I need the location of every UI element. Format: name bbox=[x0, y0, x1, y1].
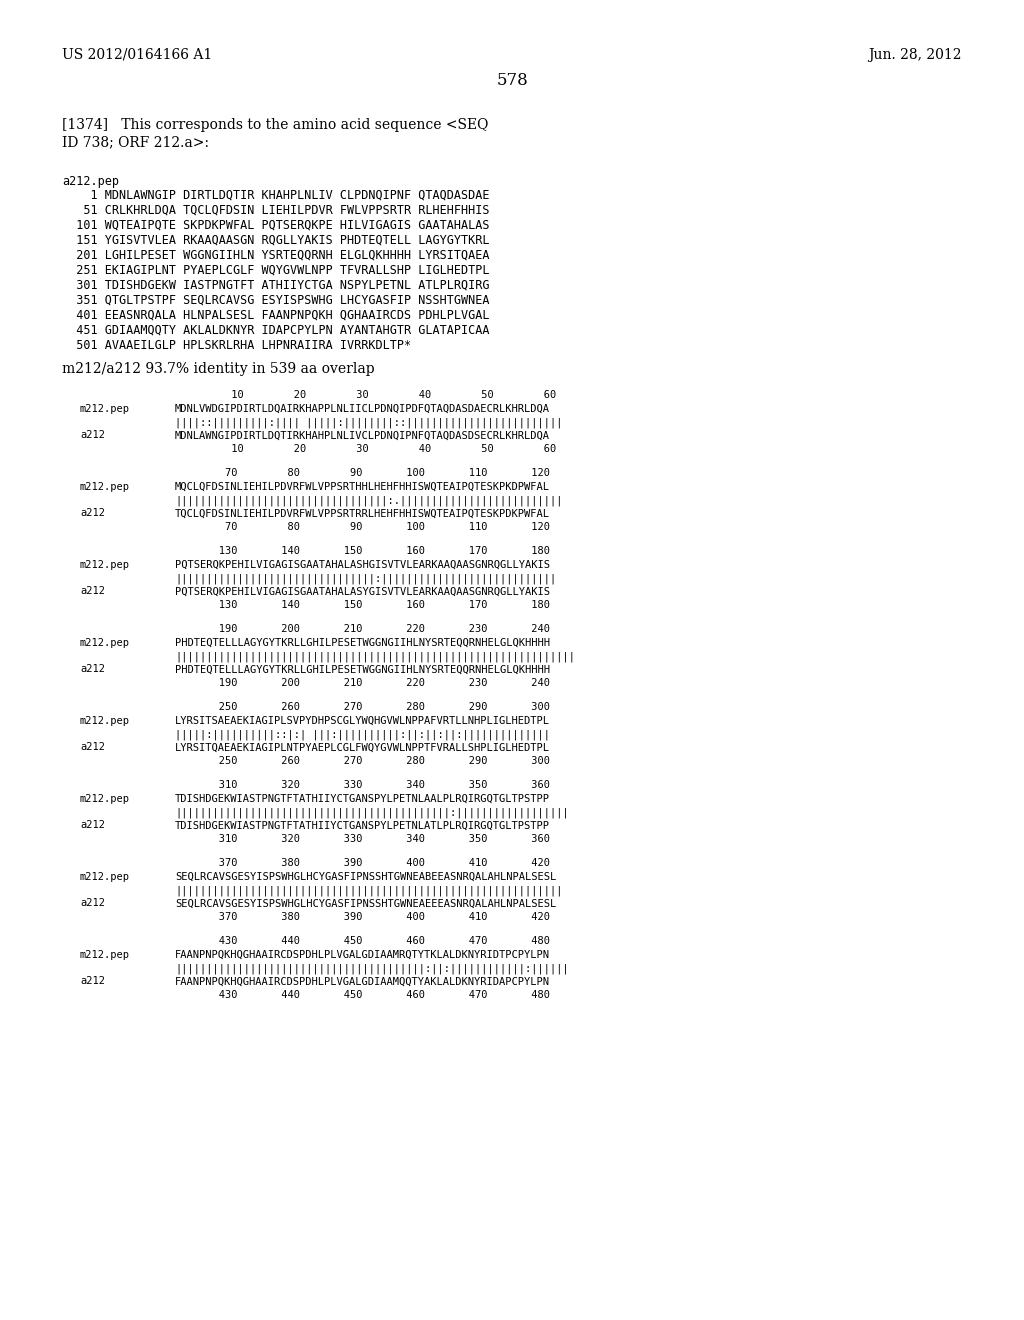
Text: ||||::|||||||||:|||| |||||:||||||||::|||||||||||||||||||||||||: ||||::|||||||||:|||| |||||:||||||||::|||… bbox=[175, 417, 562, 428]
Text: 430       440       450       460       470       480: 430 440 450 460 470 480 bbox=[175, 990, 550, 1001]
Text: ||||||||||||||||||||||||||||||||:||||||||||||||||||||||||||||: ||||||||||||||||||||||||||||||||:|||||||… bbox=[175, 573, 556, 583]
Text: ||||||||||||||||||||||||||||||||||:.||||||||||||||||||||||||||: ||||||||||||||||||||||||||||||||||:.||||… bbox=[175, 495, 562, 506]
Text: |||||:||||||||||::|:| |||:||||||||||:||:||:||:||||||||||||||: |||||:||||||||||::|:| |||:||||||||||:||:… bbox=[175, 729, 550, 739]
Text: a212: a212 bbox=[80, 821, 105, 830]
Text: m212.pep: m212.pep bbox=[80, 482, 130, 491]
Text: [1374]   This corresponds to the amino acid sequence <SEQ: [1374] This corresponds to the amino aci… bbox=[62, 117, 488, 132]
Text: PQTSERQKPEHILVIGAGISGAATAHALASHGISVTVLEARKAAQAASGNRQGLLYAKIS: PQTSERQKPEHILVIGAGISGAATAHALASHGISVTVLEA… bbox=[175, 560, 550, 569]
Text: 310       320       330       340       350       360: 310 320 330 340 350 360 bbox=[175, 834, 550, 843]
Text: a212: a212 bbox=[80, 508, 105, 519]
Text: 101 WQTEAIPQTE SKPDKPWFAL PQTSERQKPE HILVIGAGIS GAATAHALAS: 101 WQTEAIPQTE SKPDKPWFAL PQTSERQKPE HIL… bbox=[62, 219, 489, 232]
Text: m212.pep: m212.pep bbox=[80, 638, 130, 648]
Text: a212.pep: a212.pep bbox=[62, 176, 119, 187]
Text: 51 CRLKHRLDQA TQCLQFDSIN LIEHILPDVR FWLVPPSRTR RLHEHFHHIS: 51 CRLKHRLDQA TQCLQFDSIN LIEHILPDVR FWLV… bbox=[62, 205, 489, 216]
Text: 401 EEASNRQALA HLNPALSESL FAANPNPQKH QGHAAIRCDS PDHLPLVGAL: 401 EEASNRQALA HLNPALSESL FAANPNPQKH QGH… bbox=[62, 309, 489, 322]
Text: m212.pep: m212.pep bbox=[80, 949, 130, 960]
Text: 190       200       210       220       230       240: 190 200 210 220 230 240 bbox=[175, 624, 550, 634]
Text: TDISHDGEKWIASTPNGTFTATHIIYCТGANSPYLPETNLAALPLRQIRGQTGLTPSTPP: TDISHDGEKWIASTPNGTFTATHIIYCТGANSPYLPETNL… bbox=[175, 793, 550, 804]
Text: a212: a212 bbox=[80, 899, 105, 908]
Text: 578: 578 bbox=[496, 73, 528, 88]
Text: PHDTEQTELLLAGYGYTKRLLGHILPESETWGGNGIIHLNYSRTEQQRNHELGLQKHHHH: PHDTEQTELLLAGYGYTKRLLGHILPESETWGGNGIIHLN… bbox=[175, 638, 550, 648]
Text: ID 738; ORF 212.a>:: ID 738; ORF 212.a>: bbox=[62, 135, 209, 149]
Text: FAANPNPQKHQGHAAIRCDSPDHLPLVGALGDIAAMQQTYAKLALDKNYRIDAPCPYLPN: FAANPNPQKHQGHAAIRCDSPDHLPLVGALGDIAAMQQTY… bbox=[175, 977, 550, 986]
Text: 430       440       450       460       470       480: 430 440 450 460 470 480 bbox=[175, 936, 550, 946]
Text: a212: a212 bbox=[80, 664, 105, 675]
Text: 370       380       390       400       410       420: 370 380 390 400 410 420 bbox=[175, 912, 550, 921]
Text: 130       140       150       160       170       180: 130 140 150 160 170 180 bbox=[175, 601, 550, 610]
Text: ||||||||||||||||||||||||||||||||||||||||||||||||||||||||||||||||: ||||||||||||||||||||||||||||||||||||||||… bbox=[175, 651, 575, 661]
Text: 151 YGISVTVLEA RKAAQAASGN RQGLLYAKIS PHDTEQTELL LAGYGYTKRL: 151 YGISVTVLEA RKAAQAASGN RQGLLYAKIS PHD… bbox=[62, 234, 489, 247]
Text: LYRSITQAEAEKIAGIPLNTPYAEPLCGLFWQYGVWLNPPTFVRALLSHPLIGLHEDTPL: LYRSITQAEAEKIAGIPLNTPYAEPLCGLFWQYGVWLNPP… bbox=[175, 742, 550, 752]
Text: FAANPNPQKHQGHAAIRCDSPDHLPLVGALGDIAAMRQTYTKLALDKNYRIDTPCPYLPN: FAANPNPQKHQGHAAIRCDSPDHLPLVGALGDIAAMRQTY… bbox=[175, 949, 550, 960]
Text: 301 TDISHDGEKW IASTPNGTFT ATHIIYCТGA NSPYLPETNL ATLPLRQIRG: 301 TDISHDGEKW IASTPNGTFT ATHIIYCТGA NSP… bbox=[62, 279, 489, 292]
Text: 70        80        90       100       110       120: 70 80 90 100 110 120 bbox=[175, 521, 550, 532]
Text: ||||||||||||||||||||||||||||||||||||||||:||:||||||||||||:||||||: ||||||||||||||||||||||||||||||||||||||||… bbox=[175, 964, 568, 974]
Text: ||||||||||||||||||||||||||||||||||||||||||||||||||||||||||||||: ||||||||||||||||||||||||||||||||||||||||… bbox=[175, 884, 562, 895]
Text: 310       320       330       340       350       360: 310 320 330 340 350 360 bbox=[175, 780, 550, 789]
Text: m212/a212 93.7% identity in 539 aa overlap: m212/a212 93.7% identity in 539 aa overl… bbox=[62, 362, 375, 376]
Text: 1 MDNLAWNGIP DIRTLDQTIR KHAHPLNLIV CLPDNQIPNF QTAQDASDAE: 1 MDNLAWNGIP DIRTLDQTIR KHAHPLNLIV CLPDN… bbox=[62, 189, 489, 202]
Text: 250       260       270       280       290       300: 250 260 270 280 290 300 bbox=[175, 702, 550, 711]
Text: 130       140       150       160       170       180: 130 140 150 160 170 180 bbox=[175, 546, 550, 556]
Text: 70        80        90       100       110       120: 70 80 90 100 110 120 bbox=[175, 469, 550, 478]
Text: ||||||||||||||||||||||||||||||||||||||||||||:||||||||||||||||||: ||||||||||||||||||||||||||||||||||||||||… bbox=[175, 807, 568, 817]
Text: US 2012/0164166 A1: US 2012/0164166 A1 bbox=[62, 48, 212, 62]
Text: MQCLQFDSINLIEHILPDVRFWLVPPSRTHHLHEHFHHISWQTEAIPQTESKPKDPWFAL: MQCLQFDSINLIEHILPDVRFWLVPPSRTHHLHEHFHHIS… bbox=[175, 482, 550, 491]
Text: Jun. 28, 2012: Jun. 28, 2012 bbox=[868, 48, 962, 62]
Text: PHDTEQTELLLAGYGYTKRLLGHILPESETWGGNGIIHLNYSRTEQQRNHELGLQKHHHH: PHDTEQTELLLAGYGYTKRLLGHILPESETWGGNGIIHLN… bbox=[175, 664, 550, 675]
Text: 10        20        30        40        50        60: 10 20 30 40 50 60 bbox=[175, 444, 556, 454]
Text: MDNLAWNGIPDIRTLDQTIRKHAHPLNLIVCLPDNQIPNFQTAQDASDSECRLKHRLDQA: MDNLAWNGIPDIRTLDQTIRKHAHPLNLIVCLPDNQIPNF… bbox=[175, 430, 550, 441]
Text: a212: a212 bbox=[80, 742, 105, 752]
Text: TDISHDGEKWIASTPNGTFTATHIIYCТGANSPYLPETNLATLPLRQIRGQTGLTPSTPP: TDISHDGEKWIASTPNGTFTATHIIYCТGANSPYLPETNL… bbox=[175, 821, 550, 830]
Text: 201 LGHILPESET WGGNGIIHLN YSRTEQQRNH ELGLQKHHHH LYRSITQAEA: 201 LGHILPESET WGGNGIIHLN YSRTEQQRNH ELG… bbox=[62, 249, 489, 261]
Text: SEQLRCAVSGESYISPSWHGLHCYGASFIPNSSHTGWNEABEEASNRQALAHLNPALSESL: SEQLRCAVSGESYISPSWHGLHCYGASFIPNSSHTGWNEA… bbox=[175, 871, 556, 882]
Text: m212.pep: m212.pep bbox=[80, 404, 130, 413]
Text: m212.pep: m212.pep bbox=[80, 560, 130, 569]
Text: m212.pep: m212.pep bbox=[80, 871, 130, 882]
Text: 370       380       390       400       410       420: 370 380 390 400 410 420 bbox=[175, 858, 550, 869]
Text: a212: a212 bbox=[80, 977, 105, 986]
Text: m212.pep: m212.pep bbox=[80, 793, 130, 804]
Text: SEQLRCAVSGESYISPSWHGLHCYGASFIPNSSHTGWNEAEEEASNRQALAHLNPALSESL: SEQLRCAVSGESYISPSWHGLHCYGASFIPNSSHTGWNEA… bbox=[175, 899, 556, 908]
Text: 451 GDIAAMQQTY AKLALDKNYR IDAPCPYLPN AYANTAHGTR GLATAPICAA: 451 GDIAAMQQTY AKLALDKNYR IDAPCPYLPN AYA… bbox=[62, 323, 489, 337]
Text: 351 QTGLTPSTPF SEQLRCAVSG ESYISPSWHG LHCYGASFIP NSSHTGWNEA: 351 QTGLTPSTPF SEQLRCAVSG ESYISPSWHG LHC… bbox=[62, 294, 489, 308]
Text: m212.pep: m212.pep bbox=[80, 715, 130, 726]
Text: 10        20        30        40        50        60: 10 20 30 40 50 60 bbox=[175, 389, 556, 400]
Text: 501 AVAAEILGLP HPLSKRLRHA LHPNRAIIRA IVRRKDLTP*: 501 AVAAEILGLP HPLSKRLRHA LHPNRAIIRA IVR… bbox=[62, 339, 411, 352]
Text: LYRSITSAEAEKIAGIPLSVPYDHPSCGLYWQHGVWLNPPAFVRTLLNHPLIGLHEDTPL: LYRSITSAEAEKIAGIPLSVPYDHPSCGLYWQHGVWLNPP… bbox=[175, 715, 550, 726]
Text: a212: a212 bbox=[80, 586, 105, 597]
Text: a212: a212 bbox=[80, 430, 105, 441]
Text: TQCLQFDSINLIEHILPDVRFWLVPPSRTRRLHEHFHHISWQTEAIPQTESKPDKPWFAL: TQCLQFDSINLIEHILPDVRFWLVPPSRTRRLHEHFHHIS… bbox=[175, 508, 550, 519]
Text: 250       260       270       280       290       300: 250 260 270 280 290 300 bbox=[175, 756, 550, 766]
Text: MDNLVWDGIPDIRTLDQAIRKHAPPLNLIICLPDNQIPDFQTAQDASDAECRLKHRLDQA: MDNLVWDGIPDIRTLDQAIRKHAPPLNLIICLPDNQIPDF… bbox=[175, 404, 550, 413]
Text: 251 EKIAGIPLNT PYAEPLCGLF WQYGVWLNPP TFVRALLSHP LIGLHEDTPL: 251 EKIAGIPLNT PYAEPLCGLF WQYGVWLNPP TFV… bbox=[62, 264, 489, 277]
Text: 190       200       210       220       230       240: 190 200 210 220 230 240 bbox=[175, 678, 550, 688]
Text: PQTSERQKPEHILVIGAGISGAATAHALASYGISVTVLEARKAAQAASGNRQGLLYAKIS: PQTSERQKPEHILVIGAGISGAATAHALASYGISVTVLEA… bbox=[175, 586, 550, 597]
